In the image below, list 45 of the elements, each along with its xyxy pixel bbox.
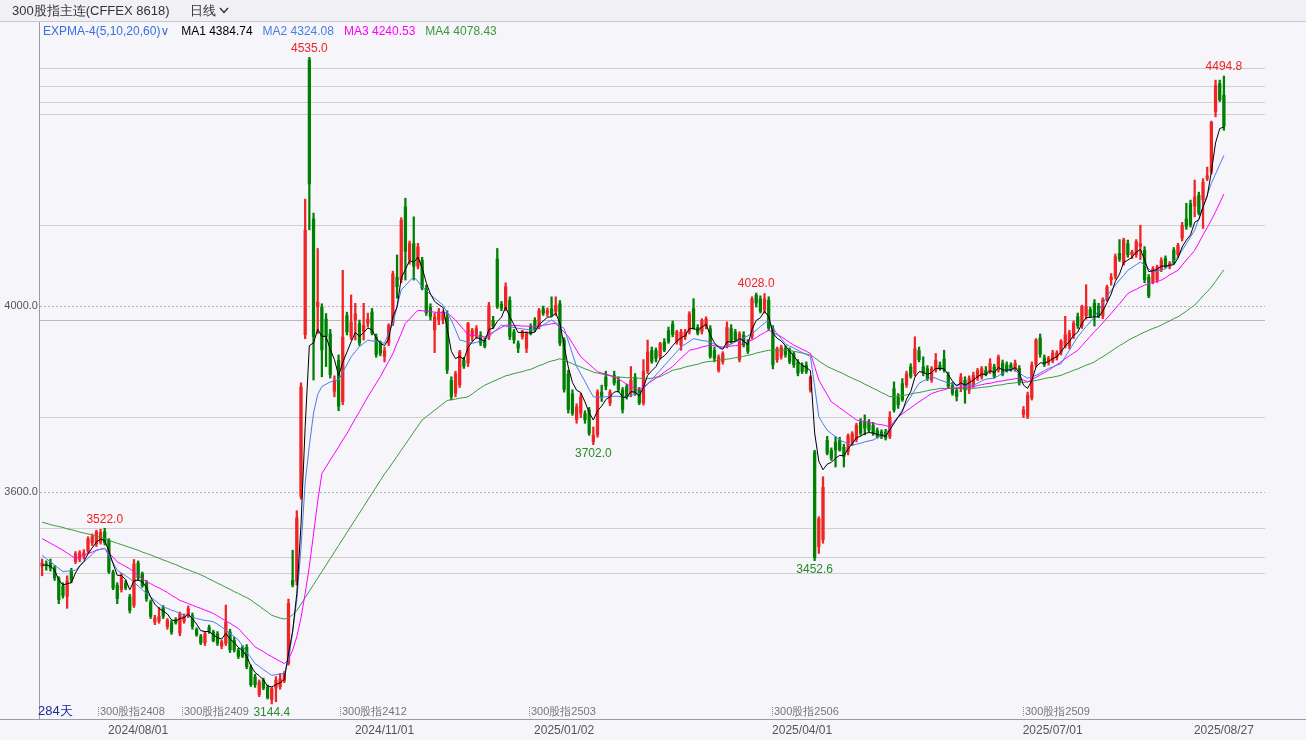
annotation: 300股指2412	[342, 705, 407, 718]
candlestick	[157, 607, 161, 624]
candlestick	[1201, 178, 1205, 229]
annotation: 4494.8	[1205, 59, 1243, 74]
x-tick-label: 2025/07/01	[1022, 722, 1084, 737]
candlestick	[370, 308, 374, 336]
annotation: 3522.0	[86, 511, 124, 526]
text: MA1 4384.74	[181, 24, 253, 38]
candlestick	[1138, 224, 1143, 260]
annotation: 4028.0	[737, 276, 775, 291]
annotation: 300股指2408	[100, 705, 165, 718]
annotation: 3452.6	[796, 561, 834, 576]
candlestick	[345, 311, 349, 336]
x-tick-label: 2025/01/02	[534, 722, 595, 737]
annotation: 3144.4	[253, 705, 291, 720]
y-tick-label: 3600.0	[4, 485, 38, 498]
annotation: 284天	[38, 702, 73, 718]
text: MA3 4240.53	[343, 24, 416, 38]
candlestick	[1117, 239, 1122, 262]
candlestick	[892, 381, 896, 413]
candlestick	[395, 254, 399, 299]
x-tick-label: 2024/11/01	[354, 722, 415, 737]
candlestick	[775, 346, 779, 363]
candlestick	[1222, 75, 1226, 131]
candlestick	[867, 419, 871, 432]
x-tick-label: 2024/08/01	[108, 722, 169, 737]
x-tick-label: 2025/04/01	[772, 722, 833, 737]
annotation: 300股指2509	[1025, 705, 1090, 718]
chart-subtitle: 日线	[189, 1, 216, 20]
annotation: 3702.0	[574, 445, 613, 460]
annotation: 300股指2409	[184, 705, 249, 718]
annotation: 300股指2503	[531, 705, 596, 718]
x-tick-label: 2025/08/27	[1193, 722, 1255, 737]
y-tick-label: 4000.0	[4, 299, 38, 312]
legend-title: EXPMA-4(5,10,20,60)∨	[43, 24, 170, 38]
annotation: 300股指2506	[774, 705, 839, 718]
text: MA2 4324.08	[262, 24, 334, 38]
candlestick	[654, 347, 658, 363]
text: MA4 4078.43	[425, 24, 497, 38]
candlestick	[299, 382, 303, 500]
candlestick	[203, 631, 207, 646]
chart-title: 300股指主连(CFFEX 8618)	[12, 1, 170, 20]
annotation: 4535.0	[291, 40, 329, 55]
candlestick	[700, 318, 704, 335]
candlestick	[61, 582, 65, 599]
